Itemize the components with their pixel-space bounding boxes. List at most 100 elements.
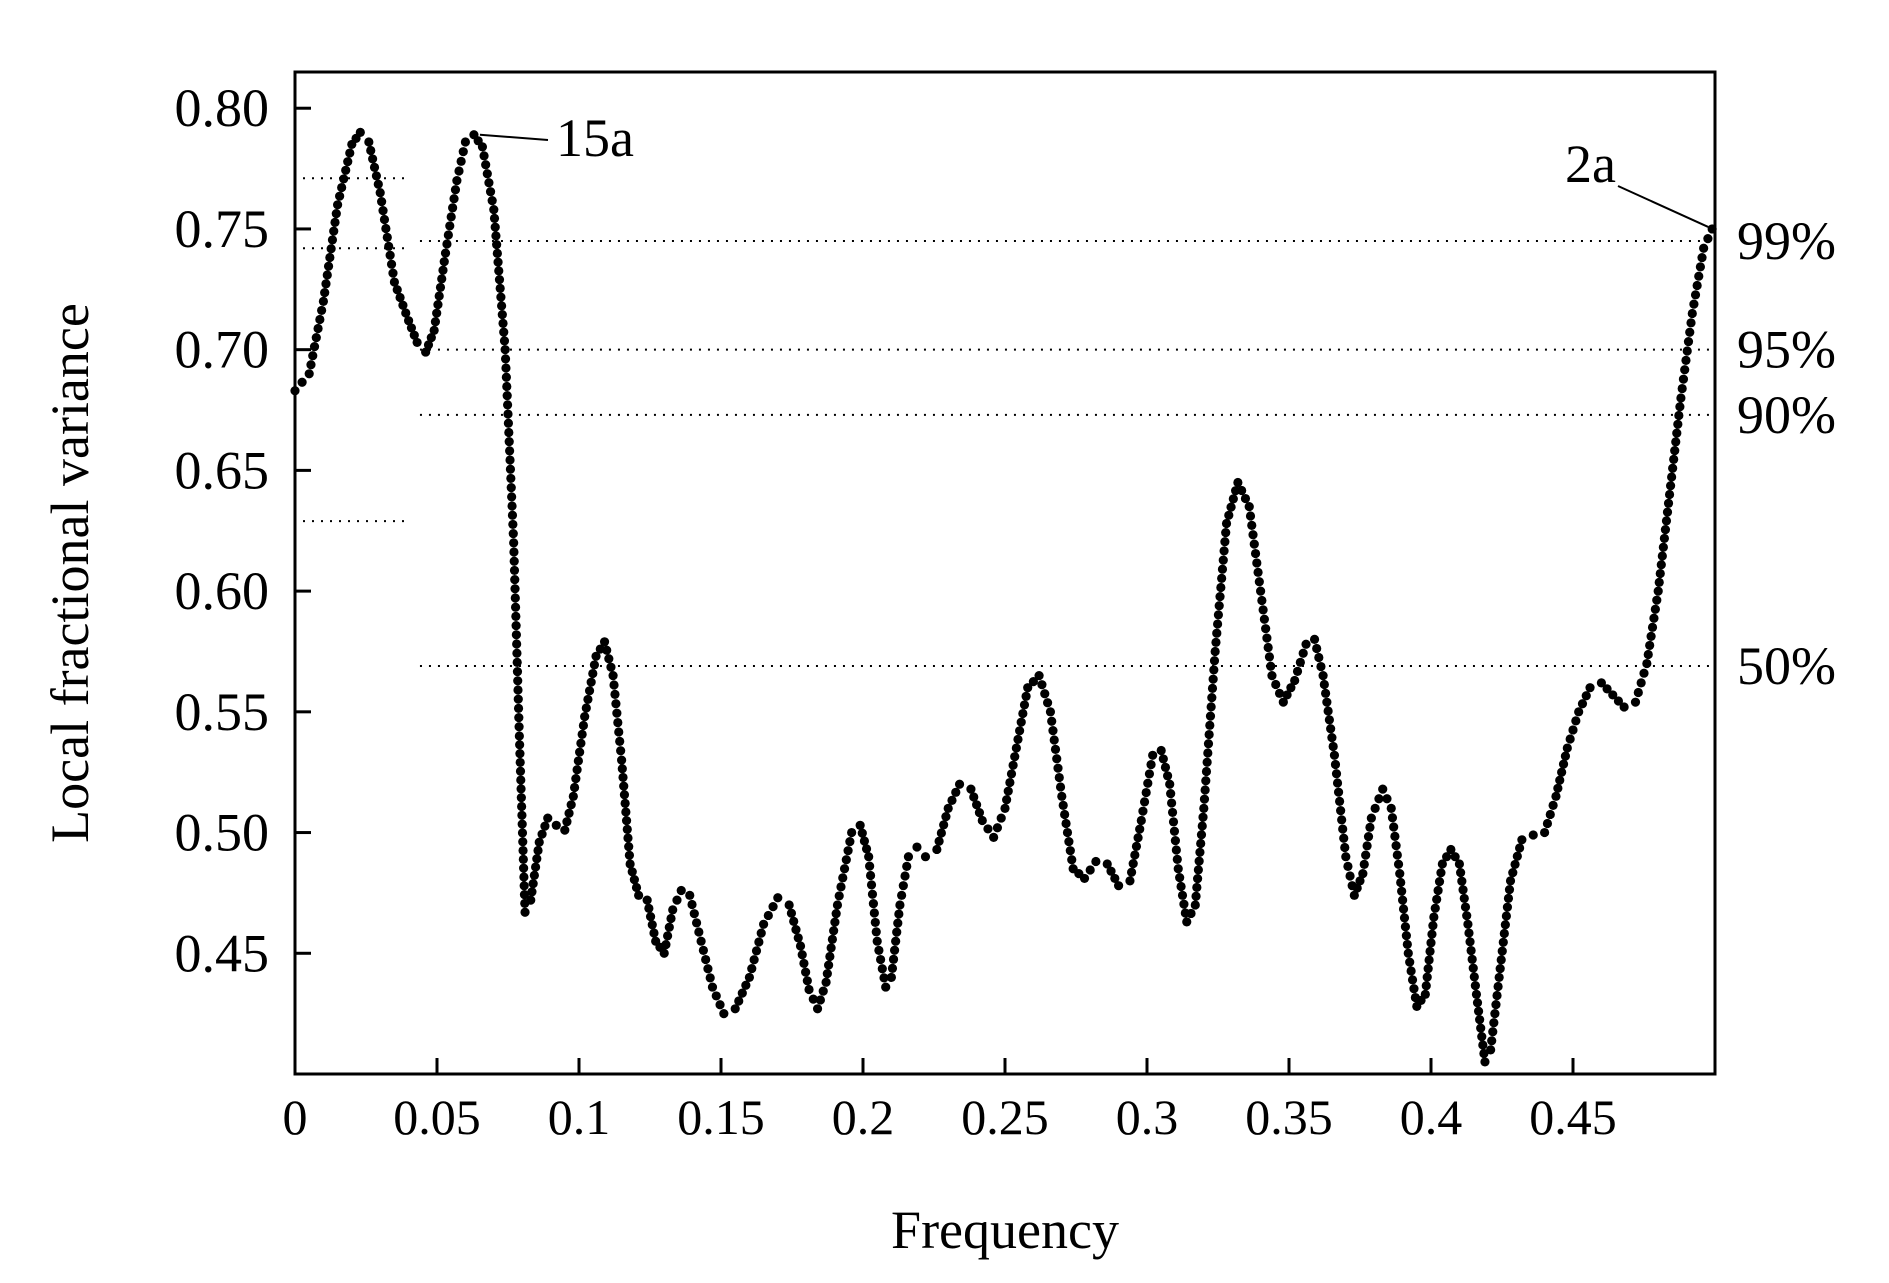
data-point	[345, 148, 355, 158]
data-point	[527, 887, 537, 897]
data-point	[329, 226, 339, 236]
data-point	[1158, 754, 1168, 764]
data-point	[509, 547, 519, 557]
data-point	[513, 694, 523, 704]
data-point	[588, 668, 598, 679]
data-point	[791, 925, 801, 935]
data-point	[1365, 822, 1375, 832]
data-point	[1339, 833, 1349, 843]
data-point	[1497, 946, 1507, 956]
data-point	[1169, 826, 1180, 836]
data-point	[1690, 290, 1701, 300]
data-point	[874, 945, 884, 955]
data-point	[1139, 797, 1150, 807]
data-point	[881, 982, 891, 992]
data-point	[1390, 831, 1400, 841]
data-point	[1446, 844, 1456, 855]
data-point	[1203, 739, 1214, 749]
data-point	[375, 188, 385, 198]
data-point	[439, 257, 449, 267]
data-point	[1199, 794, 1210, 804]
data-point	[749, 955, 759, 965]
data-point	[514, 731, 524, 741]
data-point	[1240, 493, 1251, 504]
data-point	[1489, 1018, 1499, 1028]
data-point	[1363, 831, 1374, 842]
data-point	[1340, 842, 1350, 853]
data-point	[566, 800, 576, 810]
data-point	[694, 927, 704, 937]
data-point	[433, 299, 443, 310]
data-point	[1062, 827, 1073, 838]
data-point	[1331, 769, 1342, 779]
data-point	[616, 746, 626, 756]
data-point	[452, 176, 462, 186]
data-point	[1167, 798, 1177, 808]
data-point	[509, 538, 519, 548]
data-point	[1504, 885, 1515, 895]
data-point	[509, 565, 520, 576]
data-point	[583, 694, 593, 705]
data-point	[504, 437, 514, 447]
data-point	[489, 205, 499, 215]
significance-label: 95%	[1737, 320, 1836, 380]
data-point	[1540, 827, 1550, 838]
data-point	[1480, 1057, 1490, 1067]
data-point	[620, 798, 630, 808]
data-point	[664, 922, 674, 932]
data-point	[1681, 355, 1691, 365]
data-point	[1298, 648, 1308, 658]
data-point	[1199, 803, 1209, 814]
data-point	[1314, 652, 1324, 663]
data-point	[866, 880, 877, 890]
data-point	[1211, 637, 1221, 647]
data-point	[1345, 871, 1355, 881]
data-point	[517, 828, 528, 838]
data-point	[437, 274, 447, 284]
data-point	[812, 1004, 823, 1014]
data-point	[1146, 760, 1156, 770]
data-point	[511, 621, 521, 631]
data-point	[1676, 393, 1686, 403]
data-point	[1392, 850, 1402, 860]
data-point	[432, 308, 442, 318]
data-point	[337, 182, 347, 193]
data-point	[649, 928, 659, 938]
data-point	[1396, 877, 1406, 888]
data-point	[659, 948, 669, 958]
data-point	[377, 197, 387, 207]
data-point	[887, 963, 898, 973]
data-point	[481, 160, 491, 170]
data-point	[1256, 586, 1266, 596]
data-point	[503, 409, 513, 419]
data-point	[518, 854, 528, 864]
data-point	[1652, 595, 1662, 605]
data-point	[897, 890, 907, 900]
data-point	[1170, 836, 1180, 846]
data-point	[1220, 537, 1230, 547]
data-point	[1565, 734, 1575, 744]
data-point	[1657, 551, 1667, 561]
data-point	[1436, 868, 1446, 878]
data-point	[1355, 876, 1365, 886]
data-point	[719, 1009, 729, 1019]
data-point	[768, 901, 778, 912]
data-point	[1361, 850, 1371, 860]
data-point	[1173, 864, 1183, 874]
data-point	[580, 712, 590, 722]
data-point	[977, 815, 987, 826]
data-point	[839, 864, 850, 874]
data-point	[1571, 716, 1581, 726]
data-point	[500, 354, 511, 364]
data-point	[845, 837, 855, 847]
data-point	[1067, 855, 1077, 865]
data-point	[1028, 677, 1038, 687]
data-point	[398, 300, 408, 310]
data-point	[1224, 510, 1234, 520]
x-tick-label: 0.35	[1245, 1089, 1333, 1145]
data-point	[1218, 555, 1228, 565]
data-point	[861, 844, 872, 854]
data-point	[1130, 850, 1140, 860]
data-point	[1643, 649, 1653, 660]
data-point	[1257, 595, 1267, 606]
